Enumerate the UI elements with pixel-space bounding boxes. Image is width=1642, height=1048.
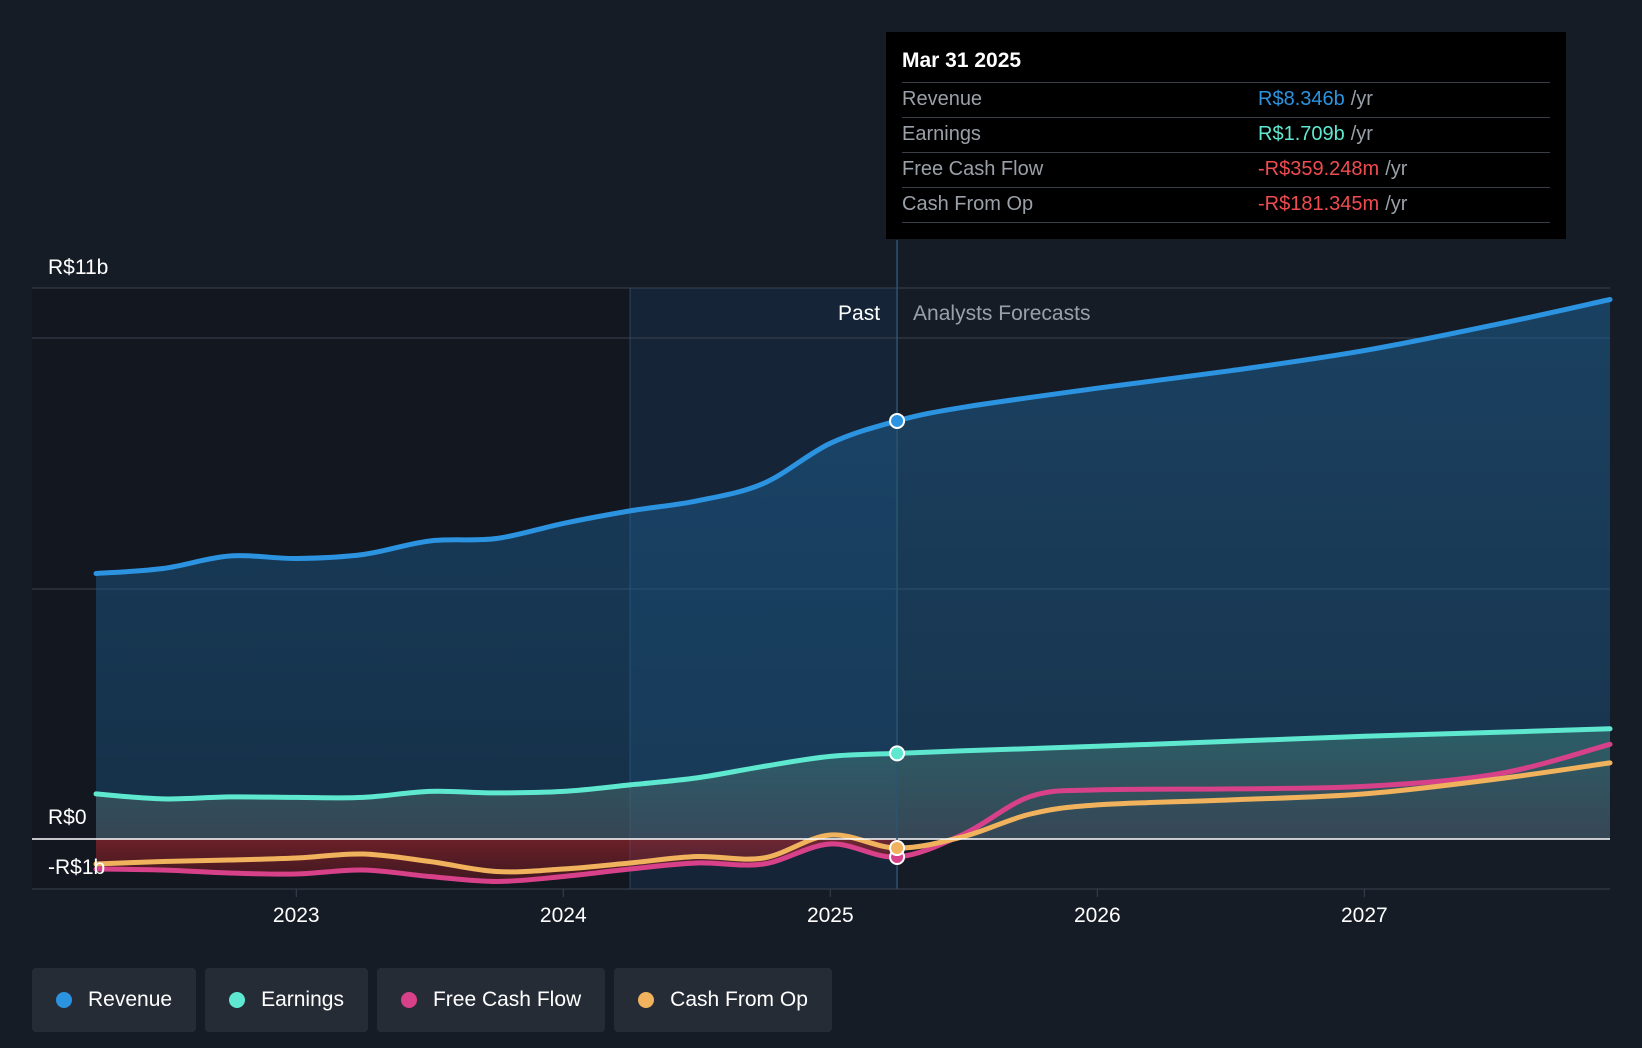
earnings-area [96, 728, 1610, 839]
x-tick-label: 2027 [1341, 904, 1388, 927]
free-cash-flow-line [93, 741, 1613, 885]
x-tick-label: 2026 [1074, 904, 1121, 927]
tooltip: Mar 31 2025 Revenue R$8.346b /yr Earning… [886, 32, 1566, 239]
tooltip-label: Cash From Op [902, 193, 1034, 215]
y-tick-label: -R$1b [48, 856, 105, 879]
cash-from-op-marker [889, 840, 906, 857]
y-tick-label: R$0 [48, 806, 87, 829]
revenue-dot-icon [56, 992, 72, 1008]
hover-markers [889, 412, 906, 865]
legend-label: Earnings [261, 988, 344, 1011]
axis-labels: R$11b R$0 -R$1b 2023 2024 2025 2026 2027 [48, 256, 1388, 927]
legend-item-free-cash-flow[interactable]: Free Cash Flow [376, 968, 606, 1032]
revenue-marker [889, 412, 906, 429]
earnings-marker [889, 745, 906, 762]
legend-label: Cash From Op [670, 988, 808, 1011]
tooltip-row-earnings: Earnings R$1.709b /yr [902, 118, 1550, 153]
y-tick-label: R$11b [48, 256, 108, 279]
revenue-line [93, 297, 1613, 576]
legend-item-revenue[interactable]: Revenue [32, 968, 197, 1032]
tooltip-unit: /yr [1385, 193, 1408, 215]
tooltip-value: -R$181.345m [1258, 193, 1380, 215]
tooltip-unit: /yr [1350, 123, 1373, 145]
tooltip-unit: /yr [1385, 158, 1408, 180]
legend-item-earnings[interactable]: Earnings [205, 968, 368, 1032]
tooltip-row-revenue: Revenue R$8.346b /yr [902, 83, 1550, 118]
legend-item-cash-from-op[interactable]: Cash From Op [614, 968, 832, 1032]
free-cash-flow-dot-icon [400, 992, 417, 1008]
revenue-area [96, 299, 1610, 839]
forecast-label: Analysts Forecasts [913, 302, 1090, 325]
x-tick-label: 2023 [273, 904, 320, 927]
tooltip-label: Revenue [902, 88, 983, 110]
x-tick-label: 2025 [807, 904, 854, 927]
tooltip-value: -R$359.248m [1258, 158, 1380, 180]
tooltip-value: R$8.346b [1258, 88, 1345, 110]
series-areas [96, 299, 1610, 882]
past-label: Past [838, 302, 880, 325]
tooltip-row-free-cash-flow: Free Cash Flow -R$359.248m /yr [902, 153, 1550, 188]
earnings-dot-icon [229, 992, 246, 1008]
tooltip-date: Mar 31 2025 [902, 46, 1550, 83]
tooltip-row-cash-from-op: Cash From Op -R$181.345m /yr [902, 188, 1550, 223]
legend: Revenue Earnings Free Cash Flow Cash Fro… [32, 968, 832, 1032]
cash-from-op-line [93, 760, 1613, 875]
legend-label: Revenue [88, 988, 173, 1011]
chart-area: R$11b R$0 -R$1b 2023 2024 2025 2026 2027 Past A… [32, 240, 1613, 927]
tooltip-label: Free Cash Flow [902, 158, 1044, 180]
tooltip-unit: /yr [1350, 88, 1373, 110]
negative-cashflow-area [96, 839, 898, 882]
series-lines [93, 297, 1613, 885]
x-tick-label: 2024 [540, 904, 587, 927]
tooltip-label: Earnings [902, 123, 981, 145]
tooltip-value: R$1.709b [1258, 123, 1345, 145]
cash-from-op-dot-icon [638, 992, 655, 1008]
legend-label: Free Cash Flow [432, 988, 582, 1011]
earnings-line [93, 726, 1613, 802]
